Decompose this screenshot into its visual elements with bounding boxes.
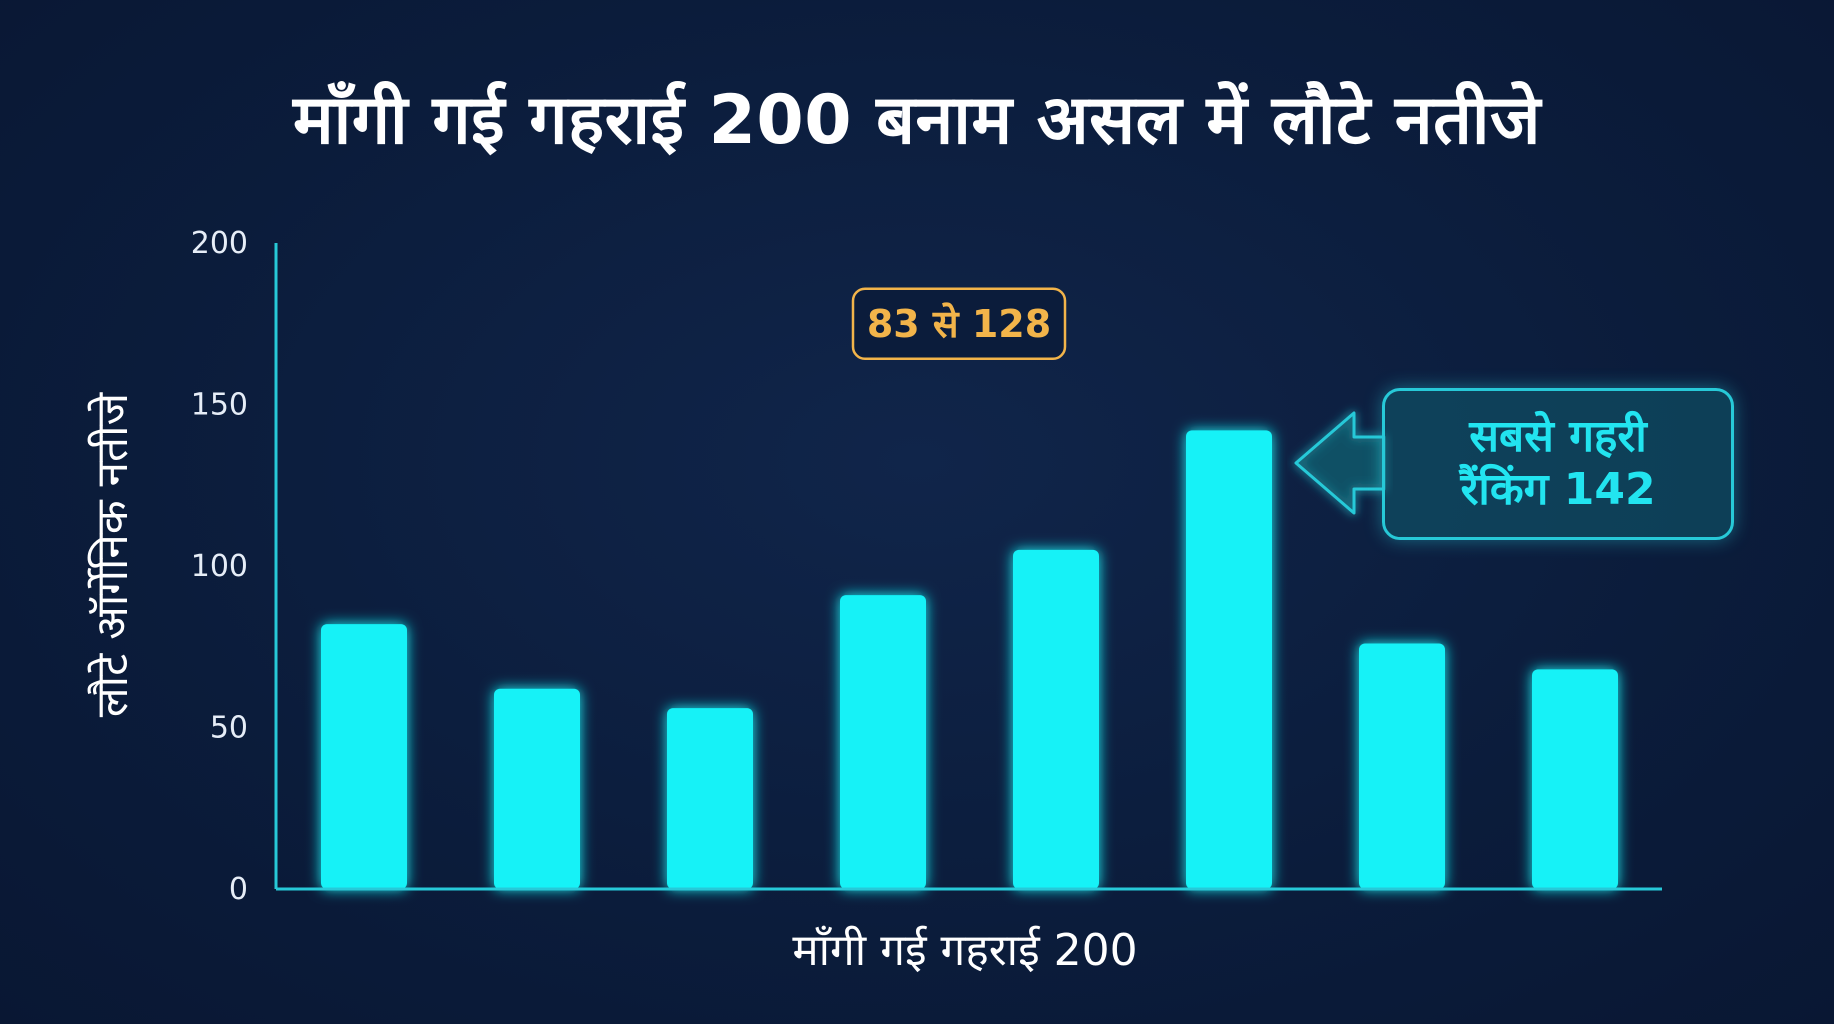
reference-label-box — [851, 287, 1067, 360]
chart-title: माँगी गई गहराई 200 बनाम असल में लौटे नती… — [293, 81, 1541, 160]
bars-group — [321, 430, 1618, 889]
y-tick-label-0: 0 — [229, 872, 248, 907]
axes-group — [274, 243, 1662, 891]
callout-arrow-icon — [1294, 411, 1386, 515]
bar-2 — [494, 688, 580, 889]
bar-7 — [1359, 643, 1445, 889]
y-tick-label-100: 100 — [191, 549, 248, 584]
bar-1 — [321, 624, 407, 889]
x-axis-label: माँगी गई गहराई 200 — [792, 925, 1138, 976]
y-axis-label: लौटे ऑर्गेनिक नतीजे — [87, 392, 138, 718]
bar-8 — [1532, 669, 1618, 889]
callout-arrow-group — [1294, 411, 1386, 515]
y-tick-label-150: 150 — [191, 388, 248, 423]
bar-4 — [840, 595, 926, 889]
bar-5 — [1013, 549, 1099, 889]
bar-6 — [1186, 430, 1272, 889]
deepest-ranking-callout: सबसे गहरी रैंकिंग 142 — [1382, 388, 1734, 540]
callout-line-2: रैंकिंग 142 — [1460, 464, 1656, 515]
y-tick-label-200: 200 — [191, 226, 248, 261]
ticks-group: 0 50 100 150 200 — [191, 226, 248, 907]
reference-line-group: 83 से 128 — [276, 287, 1662, 360]
bar-3 — [667, 708, 753, 889]
reference-label: 83 से 128 — [867, 302, 1051, 346]
callout-line-1: सबसे गहरी — [1469, 411, 1647, 463]
y-tick-label-50: 50 — [210, 711, 248, 746]
